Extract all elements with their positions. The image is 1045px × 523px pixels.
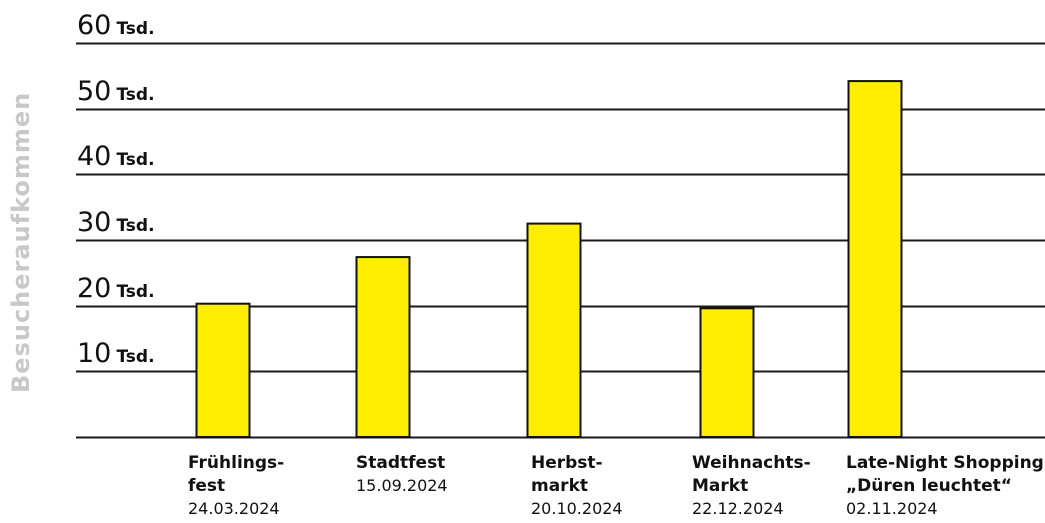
category-label-fruehlingsfest: Frühlings- fest 24.03.2024 [188,453,285,518]
bar-3 [699,307,755,438]
category-label-late-night-shopping: Late-Night Shopping „Düren leuchtet“ 02.… [846,453,1044,518]
y-axis-label: Besucheraufkommen [7,91,35,393]
bar-4 [847,80,903,438]
category-label-stadtfest: Stadtfest 15.09.2024 [356,453,448,495]
bar-0 [195,302,251,438]
y-tick-50k: 50 Tsd. [77,75,155,107]
y-tick-10k: 10 Tsd. [77,338,155,370]
y-tick-20k: 20 Tsd. [77,272,155,304]
bar-2 [526,222,582,438]
y-tick-60k: 60 Tsd. [77,10,155,41]
category-label-weihnachtsmarkt: Weihnachts- Markt 22.12.2024 [692,453,811,518]
category-label-herbstmarkt: Herbst- markt 20.10.2024 [531,453,623,518]
y-tick-40k: 40 Tsd. [77,141,155,173]
y-tick-30k: 30 Tsd. [77,207,155,238]
bar-1 [355,256,411,438]
